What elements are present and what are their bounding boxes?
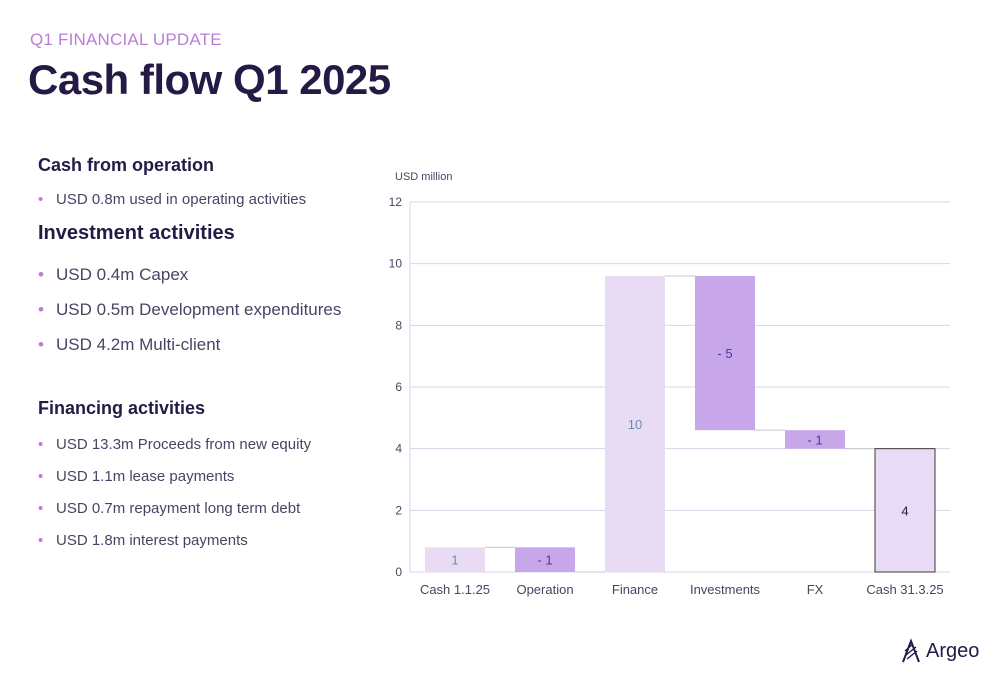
- list-item: USD 1.1m lease payments: [38, 461, 368, 493]
- list-item: USD 0.7m repayment long term debt: [38, 493, 368, 525]
- data-label: 10: [628, 417, 642, 432]
- investment-list: USD 0.4m Capex USD 0.5m Development expe…: [38, 257, 368, 362]
- bar-finance: [605, 276, 665, 572]
- y-tick-label: 8: [395, 318, 402, 332]
- cash-flow-waterfall-chart: USD million 0 2 4 6 8 10 12 1 Cash 1.1.25 - 1 Opera…: [389, 171, 950, 597]
- financing-section: Financing activities USD 13.3m Proceeds …: [38, 398, 368, 557]
- investment-section: Investment activities USD 0.4m Capex USD…: [38, 222, 368, 362]
- operation-heading: Cash from operation: [38, 155, 215, 175]
- operation-section: Cash from operation USD 0.8m used in ope…: [38, 155, 306, 208]
- bar-operation: [515, 547, 575, 572]
- page-title: Cash flow Q1 2025: [28, 56, 391, 103]
- y-unit-label: USD million: [395, 171, 452, 183]
- x-tick-label: Cash 1.1.25: [420, 582, 490, 597]
- bar-fx: [785, 430, 845, 449]
- list-item: USD 0.8m used in operating activities: [38, 191, 368, 208]
- investment-heading: Investment activities: [38, 222, 235, 244]
- financing-heading: Financing activities: [38, 398, 206, 418]
- y-tick-label: 0: [395, 565, 402, 579]
- x-tick-label: FX: [807, 582, 824, 597]
- x-tick-label: Cash 31.3.25: [866, 582, 943, 597]
- operation-list: USD 0.8m used in operating activities: [38, 191, 368, 208]
- financing-list: USD 13.3m Proceeds from new equity USD 1…: [38, 429, 368, 557]
- data-label: 1: [451, 553, 458, 568]
- bar-cash-1-1-25: [425, 547, 485, 572]
- bar-cash-31-3-25: [874, 448, 936, 573]
- data-label: - 5: [717, 346, 732, 361]
- list-item: USD 13.3m Proceeds from new equity: [38, 429, 368, 461]
- data-label: - 1: [537, 553, 552, 568]
- argeo-logo-icon: [902, 638, 920, 663]
- y-tick-label: 2: [395, 503, 402, 517]
- data-label: - 1: [807, 432, 822, 447]
- list-item: USD 1.8m interest payments: [38, 525, 368, 557]
- y-tick-label: 4: [395, 442, 402, 456]
- brand-logo: Argeo: [900, 638, 979, 664]
- section-eyebrow: Q1 FINANCIAL UPDATE: [30, 30, 222, 49]
- x-tick-label: Finance: [612, 582, 658, 597]
- data-label: 4: [901, 503, 908, 518]
- list-item: USD 0.4m Capex: [38, 257, 368, 292]
- x-tick-label: Operation: [516, 582, 573, 597]
- list-item: USD 0.5m Development expenditures: [38, 292, 368, 327]
- list-item: USD 4.2m Multi-client: [38, 327, 368, 362]
- y-tick-label: 6: [395, 380, 402, 394]
- x-tick-label: Investments: [690, 582, 761, 597]
- logo-wordmark: Argeo: [926, 639, 980, 662]
- y-tick-label: 10: [389, 257, 403, 271]
- bar-investments: [695, 276, 755, 431]
- y-tick-label: 12: [389, 195, 403, 209]
